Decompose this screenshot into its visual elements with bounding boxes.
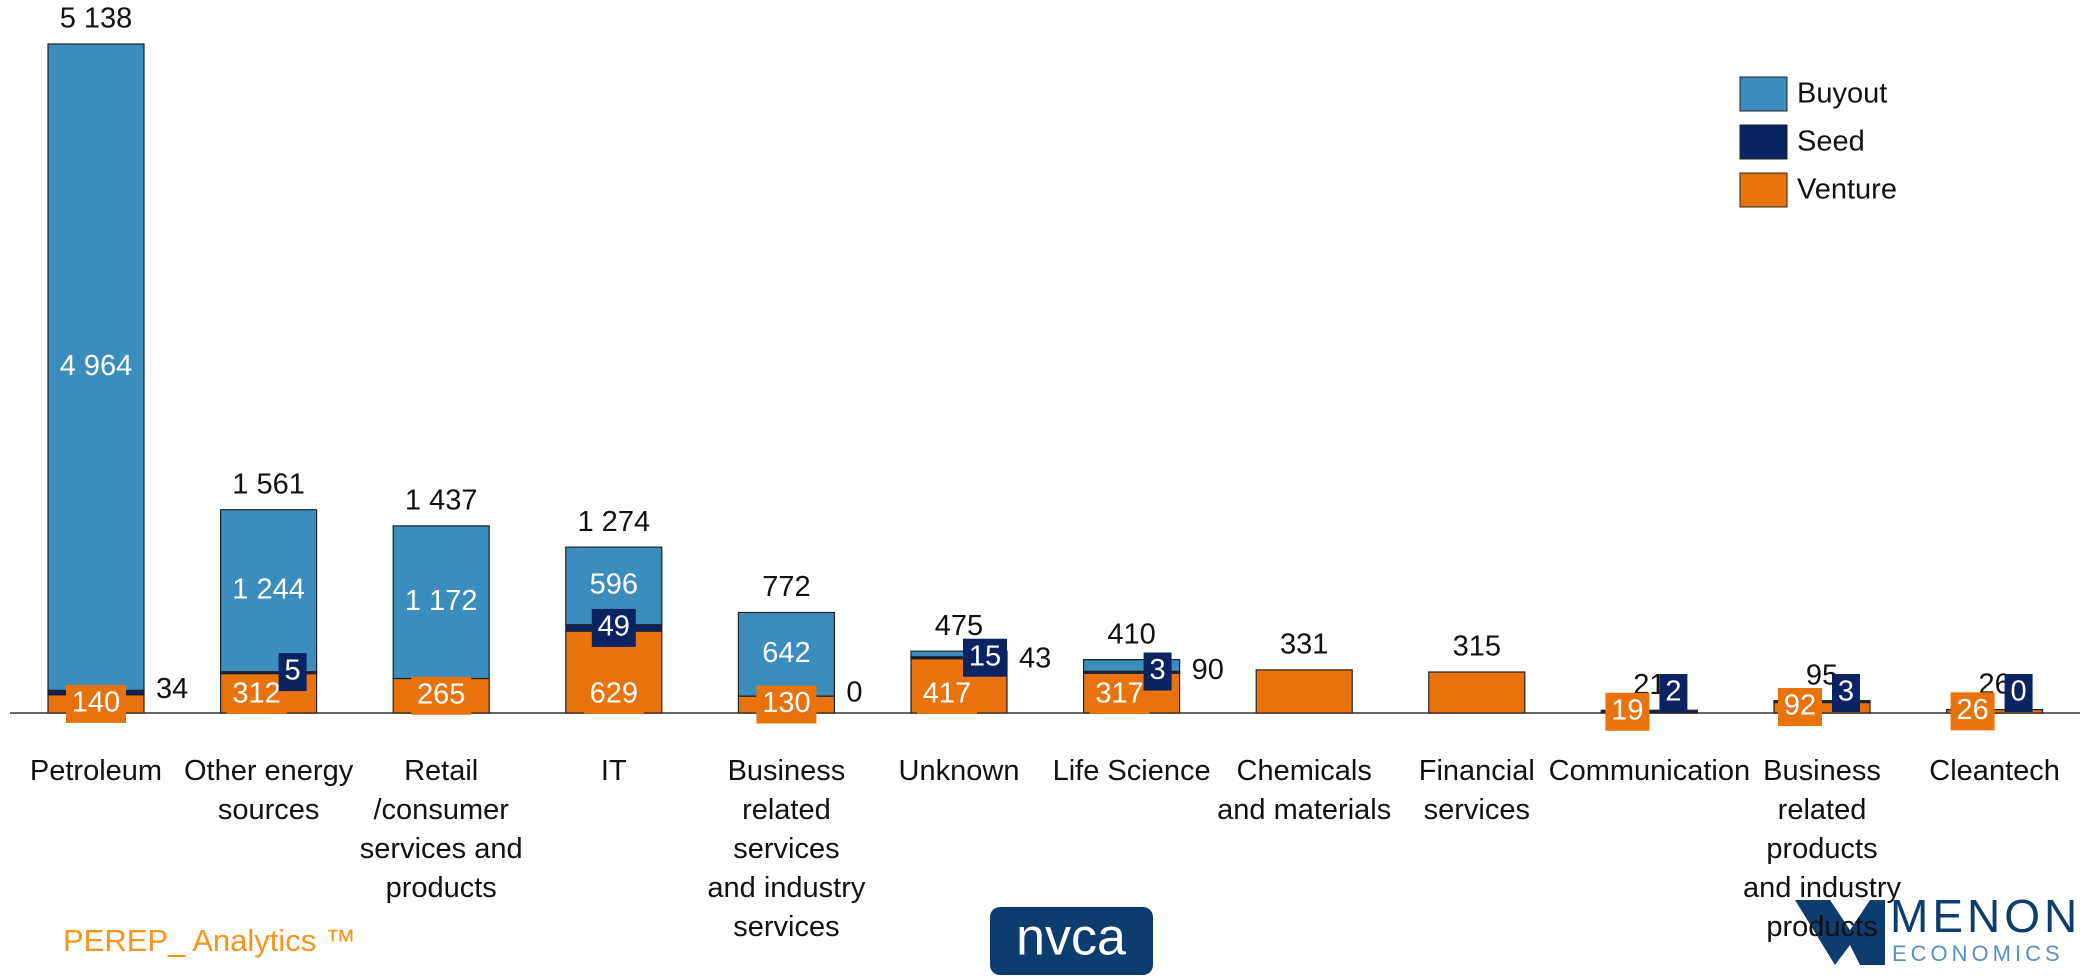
segment-label: 1 244 — [232, 573, 305, 605]
label-box — [1089, 676, 1150, 714]
logo-box — [990, 907, 1153, 975]
x-tick-label: Life Science — [1053, 755, 1211, 787]
label-box — [591, 608, 636, 647]
segment-label: 15 — [969, 640, 1001, 672]
bar-segment — [1255, 669, 1353, 714]
segment-label: 19 — [1611, 694, 1643, 726]
segment-label: 140 — [72, 687, 120, 719]
label-box — [2004, 674, 2033, 712]
x-tick-label: Other energy sources — [184, 755, 354, 826]
x-tick-label: Chemicals and materials — [1217, 755, 1391, 826]
segment-label: 90 — [1192, 654, 1224, 686]
total-label: 315 — [1453, 631, 1501, 663]
segment-label: 130 — [762, 687, 810, 719]
segment-label: 49 — [598, 611, 630, 643]
total-label: 410 — [1107, 618, 1155, 650]
x-tick-label: Business related products and industry produ… — [1743, 755, 1901, 943]
legend-swatch — [1739, 172, 1788, 208]
segment-label: 0 — [2011, 676, 2027, 708]
total-label: 331 — [1280, 629, 1328, 661]
x-tick-label: Petroleum — [30, 755, 162, 787]
label-box — [1605, 692, 1650, 731]
segment-label: 43 — [1019, 643, 1051, 675]
brand: PEREP_ Analytics ™ — [63, 923, 356, 958]
partner-sub: ECONOMICS — [1892, 941, 2064, 966]
segment-label: 417 — [923, 678, 971, 710]
segment-label: 629 — [590, 678, 638, 710]
segment-label: 1 172 — [405, 585, 478, 617]
label-box — [278, 653, 307, 692]
segment-label: 312 — [232, 678, 280, 710]
total-label: 1 274 — [578, 506, 651, 538]
label-box — [66, 684, 126, 723]
x-tick-label: Financial services — [1419, 755, 1535, 826]
x-tick-label: Unknown — [899, 755, 1020, 787]
label-box — [756, 685, 817, 724]
label-box — [583, 676, 644, 714]
segment-label: 34 — [156, 673, 188, 705]
segment-label: 3 — [1150, 654, 1166, 686]
segment-label: 0 — [846, 677, 862, 709]
total-label: 772 — [762, 571, 810, 603]
bar-segment — [737, 611, 836, 697]
legend-swatch — [1739, 76, 1788, 112]
bar-segment — [47, 43, 145, 691]
logo: nvca — [1016, 909, 1126, 967]
bar-segment — [392, 525, 490, 680]
segment-label: 265 — [417, 678, 465, 710]
segment-label: 5 — [285, 655, 301, 687]
x-tick-label: Retail/consumer services and products — [360, 755, 523, 904]
x-tick-label: Cleantech — [1929, 755, 2060, 787]
segment-label: 3 — [1838, 676, 1854, 708]
label-box — [1143, 652, 1172, 691]
label-box — [1950, 692, 1995, 731]
legend-label: Venture — [1797, 174, 1897, 206]
segment-label: 4 964 — [60, 350, 133, 382]
segment-label: 92 — [1784, 690, 1816, 722]
partner: MENON — [1890, 890, 2081, 942]
label-box — [917, 676, 977, 714]
legend-label: Buyout — [1797, 78, 1887, 110]
label-box — [1659, 674, 1688, 712]
bar-segment — [220, 509, 318, 673]
segment-label: 596 — [590, 569, 638, 601]
total-label: 1 561 — [232, 468, 305, 500]
x-tick-label: Business related services and industry servi… — [707, 755, 865, 943]
bar-segment — [1428, 671, 1526, 714]
bar-segment — [1082, 659, 1181, 672]
total-label: 475 — [935, 610, 983, 642]
label-box — [1832, 674, 1860, 712]
segment-label: 317 — [1095, 678, 1143, 710]
legend-swatch — [1739, 124, 1788, 160]
segment-label: 642 — [762, 637, 810, 669]
segment-label: 2 — [1665, 676, 1681, 708]
segment-label: 26 — [1956, 694, 1988, 726]
label-box — [226, 676, 287, 714]
label-box — [411, 676, 472, 715]
label-box — [1778, 688, 1822, 727]
x-tick-label: Communication — [1549, 755, 1750, 787]
menon-mark — [1795, 900, 1885, 965]
total-label: 5 138 — [60, 3, 133, 35]
legend-label: Seed — [1797, 126, 1865, 158]
label-box — [963, 638, 1007, 677]
total-label: 1 437 — [405, 485, 478, 517]
x-tick-label: IT — [601, 755, 627, 787]
